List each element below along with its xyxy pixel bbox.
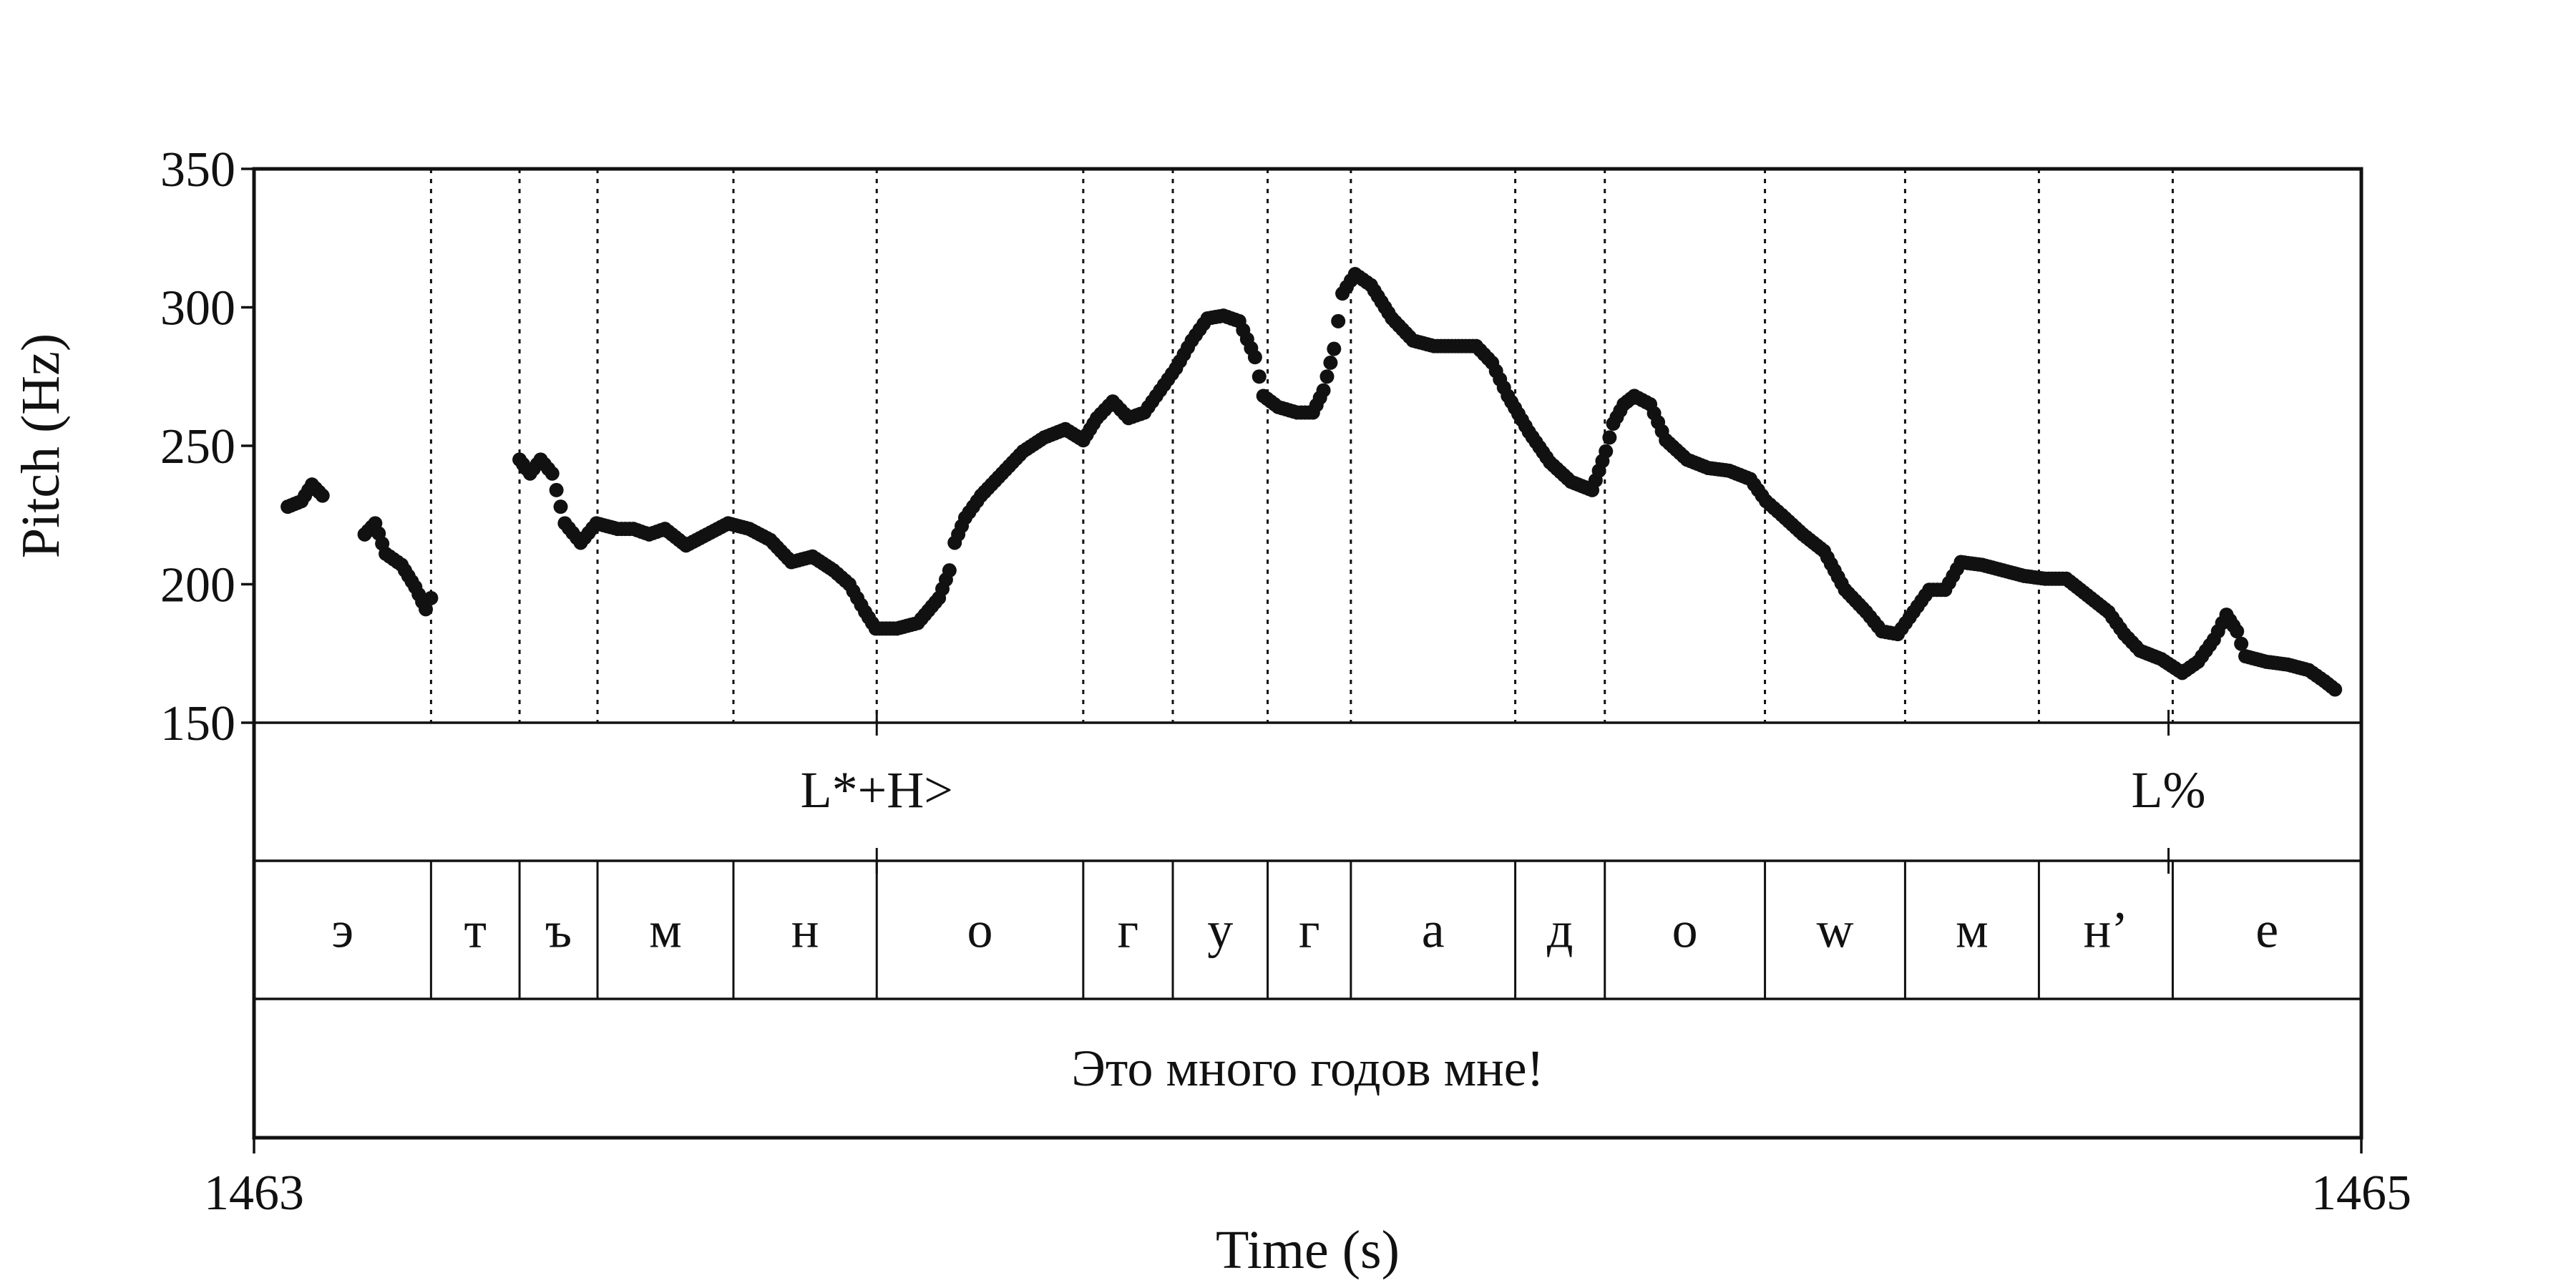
x-tick-label: 1465 (2311, 1166, 2411, 1221)
segment-label: о (1672, 902, 1698, 959)
pitch-point (1331, 313, 1346, 328)
pitch-point (2234, 636, 2249, 651)
annotation-tiers: э т ъ м н о г у г а д о w м н’ е L*+H> L% Это много годов … (331, 710, 2278, 1097)
pitch-point (2328, 682, 2343, 697)
pitch-point (2230, 624, 2245, 639)
segment-label: т (464, 902, 486, 959)
pitch-point (1323, 355, 1338, 370)
y-tick-label: 300 (160, 281, 235, 336)
segment-label: д (1547, 902, 1574, 959)
pitch-point (553, 499, 568, 514)
pitch-point (419, 602, 434, 617)
pitch-point (549, 482, 564, 497)
x-tick-label: 1463 (204, 1166, 304, 1221)
y-tick-label: 250 (160, 419, 235, 474)
axes: 350 300 250 200 150 1463 1465 Time (s) Pitch (Hz… (11, 142, 2411, 1280)
y-tick-label: 350 (160, 142, 235, 197)
pitch-point (545, 466, 560, 481)
pitch-point (1252, 369, 1267, 384)
segment-label: ъ (545, 902, 572, 959)
pitch-point (315, 488, 330, 503)
pitch-point (1327, 341, 1342, 356)
pitch-point (1599, 444, 1614, 459)
pitch-point (942, 563, 957, 578)
pitch-point (424, 590, 439, 605)
y-axis-title: Pitch (Hz) (11, 333, 71, 558)
sentence-label: Это много годов мне! (1071, 1040, 1543, 1097)
segment-label: э (331, 902, 353, 959)
tone-label: L% (2132, 761, 2206, 819)
segment-label: е (2255, 902, 2278, 959)
segment-label: м (1956, 902, 1989, 959)
x-axis-title: Time (s) (1216, 1220, 1400, 1280)
tone-label: L*+H> (801, 761, 953, 819)
segment-label: м (649, 902, 682, 959)
segment-boundary-lines (429, 169, 2174, 723)
segment-label: у (1207, 902, 1233, 959)
pitch-point (1316, 383, 1331, 398)
pitch-point (1319, 369, 1335, 384)
segment-label: о (967, 902, 993, 959)
pitch-point (1602, 430, 1617, 445)
segment-label: н’ (2084, 902, 2129, 959)
chart-frame (252, 167, 2363, 1140)
pitch-points (280, 267, 2343, 697)
y-tick-label: 200 (160, 558, 235, 613)
segment-label: г (1299, 902, 1320, 959)
segment-label: г (1118, 902, 1139, 959)
segment-label: w (1816, 902, 1853, 959)
y-tick-label: 150 (160, 696, 235, 751)
pitch-point (1247, 350, 1262, 365)
plot-frame (252, 167, 2363, 1140)
segment-label: н (791, 902, 819, 959)
segment-label: а (1422, 902, 1445, 959)
